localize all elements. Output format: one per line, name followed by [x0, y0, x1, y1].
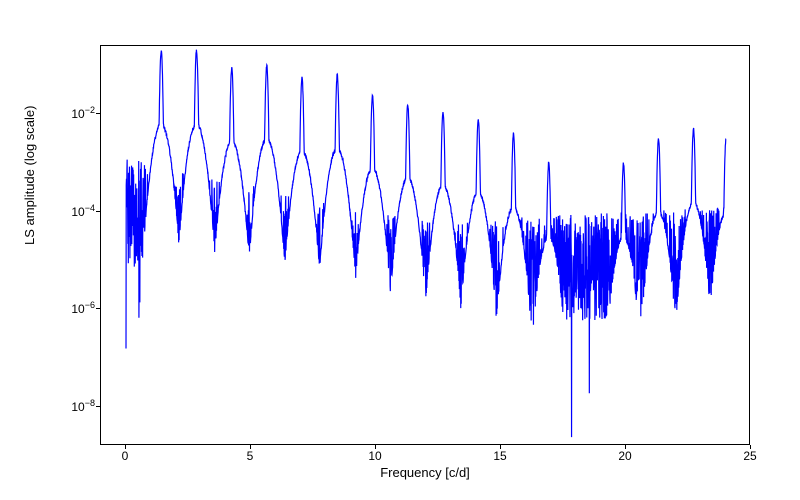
- periodogram-line: [101, 46, 750, 445]
- y-tick-label: 10−2: [40, 105, 95, 121]
- x-tick-label: 0: [122, 449, 129, 463]
- y-tick-label: 10−8: [40, 398, 95, 414]
- x-tick-label: 20: [618, 449, 631, 463]
- y-tick-label: 10−4: [40, 203, 95, 219]
- x-tick-label: 10: [368, 449, 381, 463]
- plot-area: [100, 45, 750, 445]
- x-tick-label: 15: [493, 449, 506, 463]
- chart-container: [100, 45, 750, 445]
- y-tick-label: 10−6: [40, 300, 95, 316]
- y-axis-label: LS amplitude (log scale): [22, 106, 37, 245]
- x-axis-label: Frequency [c/d]: [100, 465, 750, 480]
- x-tick-label: 25: [743, 449, 756, 463]
- x-tick-label: 5: [247, 449, 254, 463]
